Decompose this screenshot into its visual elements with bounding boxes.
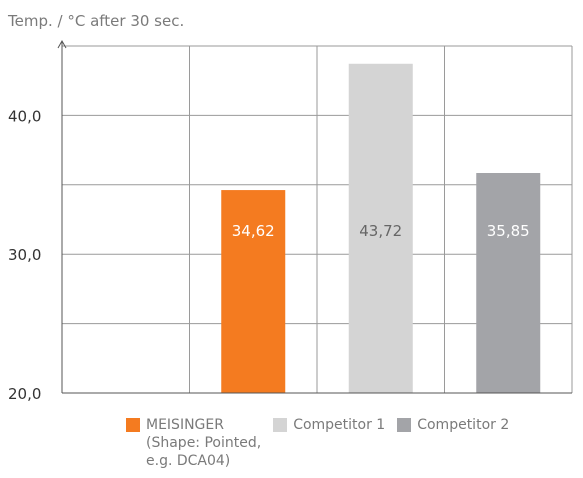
axes: [57, 39, 572, 394]
bar-1: [221, 190, 286, 393]
y-axis-arrow-icon: [57, 39, 67, 49]
legend-item-competitor-2: Competitor 2: [397, 416, 509, 434]
legend-swatch-competitor-2: [397, 418, 412, 432]
chart-title: Temp. / °C after 30 sec.: [7, 12, 184, 30]
chart-legend: MEISINGER (Shape: Pointed, e.g. DCA04) C…: [126, 416, 521, 470]
legend-label-meisinger: MEISINGER (Shape: Pointed, e.g. DCA04): [146, 417, 262, 469]
y-tick-label: 20,0: [8, 385, 41, 403]
y-tick-label: 30,0: [8, 246, 41, 264]
bar-2: [348, 63, 413, 394]
bar-value-label-3: 35,85: [487, 222, 530, 240]
bar-value-label-1: 34,62: [232, 222, 275, 240]
bars: 34,62 43,72 35,85: [221, 63, 541, 394]
y-tick-label: 40,0: [8, 107, 41, 125]
legend-label-competitor-2: Competitor 2: [417, 417, 510, 433]
bar-value-label-2: 43,72: [359, 222, 402, 240]
bar-3: [476, 173, 541, 393]
legend-label-competitor-1: Competitor 1: [293, 417, 386, 433]
legend-item-meisinger: MEISINGER (Shape: Pointed, e.g. DCA04): [126, 416, 261, 470]
legend-item-competitor-1: Competitor 1: [273, 416, 385, 434]
grid: [62, 45, 573, 393]
legend-swatch-competitor-1: [273, 418, 288, 432]
y-axis-ticks: 20,0 30,0 40,0: [8, 107, 41, 403]
legend-swatch-meisinger: [126, 418, 140, 432]
